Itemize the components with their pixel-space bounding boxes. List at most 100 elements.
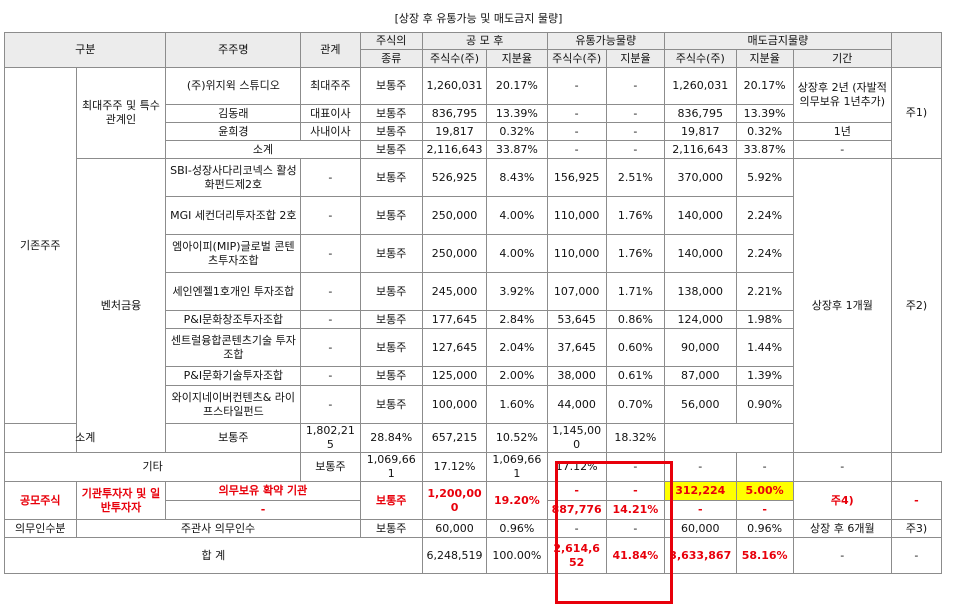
header-stock-type: 주식의 xyxy=(359,32,423,50)
stock-type: 보통주 xyxy=(359,67,423,105)
lockup-shares: 140,000 xyxy=(664,196,737,235)
shares: 836,795 xyxy=(421,104,488,123)
ratio: 4.00% xyxy=(486,234,548,273)
lockup-shares: 3,633,867 xyxy=(664,537,737,574)
lockup-ratio: 1.44% xyxy=(735,328,794,367)
tradable-shares: 2,614,652 xyxy=(546,537,607,574)
holder-name: 김동래 xyxy=(165,104,302,123)
header-shares: 주식수(주) xyxy=(546,49,607,68)
lockup-ratio: 13.39% xyxy=(735,104,794,123)
category-largest-related: 최대주주 및 특수관계인 xyxy=(75,67,167,159)
stock-type: 보통주 xyxy=(359,122,423,141)
tradable-ratio: 0.86% xyxy=(605,310,666,329)
lockup-ratio: 1.39% xyxy=(735,366,794,386)
tradable-ratio: 1.71% xyxy=(605,272,666,311)
lockup-period: 상장후 2년 (자발적의무보유 1년추가) xyxy=(792,67,892,123)
tradable-shares: 107,000 xyxy=(546,272,607,311)
header-holder: 주주명 xyxy=(165,32,302,68)
general-investor-cell: - xyxy=(165,500,361,520)
tradable-ratio: 0.70% xyxy=(605,385,666,424)
lockup-shares: 90,000 xyxy=(664,328,737,367)
ratio: 0.32% xyxy=(486,122,548,141)
tradable-ratio: 1.76% xyxy=(605,196,666,235)
stock-type: 보통주 xyxy=(359,310,423,329)
lockup-period: - xyxy=(792,537,892,574)
lockup-shares: - xyxy=(664,500,737,520)
ratio: 0.96% xyxy=(486,519,548,538)
relation: 대표이사 xyxy=(300,104,361,123)
category-venture: 벤처금융 xyxy=(75,158,167,453)
relation: - xyxy=(300,196,361,235)
holder-name: P&I문화창조투자조합 xyxy=(165,310,302,329)
shares: 1,802,215 xyxy=(300,423,361,453)
relation: - xyxy=(300,158,361,197)
shares: 526,925 xyxy=(421,158,488,197)
tradable-ratio: 0.61% xyxy=(605,366,666,386)
tradable-shares: - xyxy=(546,104,607,123)
stock-type: 보통주 xyxy=(359,519,423,538)
ratio: 8.43% xyxy=(486,158,548,197)
ratio: 17.12% xyxy=(421,452,488,482)
shares: 250,000 xyxy=(421,234,488,273)
lockup-shares: 140,000 xyxy=(664,234,737,273)
tradable-ratio: - xyxy=(605,481,666,501)
ratio: 33.87% xyxy=(486,140,548,159)
lockup-shares: 1,145,000 xyxy=(546,423,607,453)
lockup-shares: 138,000 xyxy=(664,272,737,311)
shares: 250,000 xyxy=(421,196,488,235)
tradable-shares: - xyxy=(546,122,607,141)
tradable-shares: 156,925 xyxy=(546,158,607,197)
ratio: 20.17% xyxy=(486,67,548,105)
lockup-ratio: 0.32% xyxy=(735,122,794,141)
header-shares: 주식수(주) xyxy=(664,49,737,68)
tradable-ratio: 0.60% xyxy=(605,328,666,367)
holder-name: MGI 세컨더리투자조합 2호 xyxy=(165,196,302,235)
stock-type: 보통주 xyxy=(359,272,423,311)
lockup-ratio: 2.24% xyxy=(735,234,794,273)
holder-name: (주)위지윅 스튜디오 xyxy=(165,67,302,105)
tradable-shares: - xyxy=(546,481,607,501)
total-label: 합 계 xyxy=(4,537,423,574)
header-relation: 관계 xyxy=(300,32,361,68)
category-inst-general: 기관투자자 및 일반투자자 xyxy=(75,481,167,520)
note: 주1) xyxy=(890,67,943,159)
header-period: 기간 xyxy=(792,49,892,68)
relation: 사내이사 xyxy=(300,122,361,141)
ratio: 2.00% xyxy=(486,366,548,386)
tradable-shares: - xyxy=(546,140,607,159)
stock-type: 보통주 xyxy=(359,328,423,367)
holder-name: 엠아이피(MIP)글로벌 콘텐츠투자조합 xyxy=(165,234,302,273)
holder-name: 윤희경 xyxy=(165,122,302,141)
ratio: 2.04% xyxy=(486,328,548,367)
tradable-ratio: - xyxy=(605,519,666,538)
header-shares: 주식수(주) xyxy=(421,49,488,68)
note: 주4) xyxy=(792,481,892,520)
lockup-ratio: 33.87% xyxy=(735,140,794,159)
tradable-shares: 37,645 xyxy=(546,328,607,367)
relation: - xyxy=(300,385,361,424)
holder-name: 와이지네이버컨텐츠& 라이프스타일펀드 xyxy=(165,385,302,424)
tradable-shares: 657,215 xyxy=(421,423,488,453)
stock-type: 보통주 xyxy=(300,452,361,482)
holder-name: SBI-성장사다리코넥스 활성화펀드제2호 xyxy=(165,158,302,197)
lockup-ratio: 0.90% xyxy=(735,385,794,424)
note: - xyxy=(890,537,943,574)
header-tradable: 유통가능물량 xyxy=(546,32,666,50)
lockup-ratio: - xyxy=(735,500,794,520)
stock-type: 보통주 xyxy=(359,234,423,273)
table-title: [상장 후 유통가능 및 매도금지 물량] xyxy=(394,12,563,25)
ratio: 4.00% xyxy=(486,196,548,235)
stock-type: 보통주 xyxy=(359,481,423,520)
shares: 177,645 xyxy=(421,310,488,329)
ratio: 28.84% xyxy=(359,423,423,453)
lockup-period: 상장후 1개월 xyxy=(792,158,892,453)
header-lockup: 매도금지물량 xyxy=(664,32,892,50)
tradable-shares: - xyxy=(546,519,607,538)
ratio: 19.20% xyxy=(486,481,548,520)
header-category: 구분 xyxy=(3,32,167,68)
header-ratio: 지분율 xyxy=(486,49,548,68)
lockup-period: 상장 후 6개월 xyxy=(792,519,892,538)
lockup-ratio: 20.17% xyxy=(735,67,794,105)
tradable-ratio: 14.21% xyxy=(605,500,666,520)
stock-type: 보통주 xyxy=(359,196,423,235)
